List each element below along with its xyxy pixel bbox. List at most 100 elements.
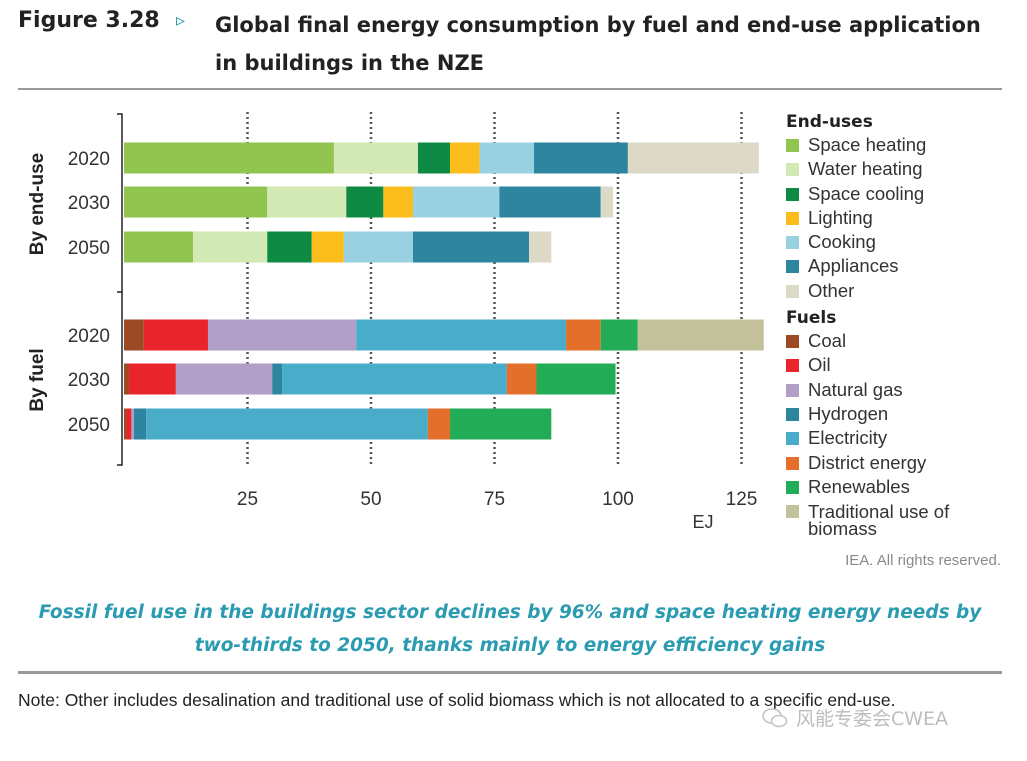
bar-by-fuel-2050-district-energy: [427, 408, 451, 440]
legend-label: Oil: [808, 354, 831, 376]
bar-by-fuel-2020-district-energy: [566, 319, 601, 351]
legend-item-oil: Oil: [786, 353, 1016, 377]
bar-by-end-use-2030-appliances: [499, 186, 601, 218]
tick-label-75: 75: [484, 489, 505, 510]
legend-item-space-heating: Space heating: [786, 133, 1016, 157]
bar-by-fuel-2020-coal: [124, 319, 144, 351]
bar-by-end-use-2020-other: [627, 142, 759, 174]
figure-note: Note: Other includes desalination and tr…: [18, 690, 896, 710]
legend-item-coal: Coal: [786, 329, 1016, 353]
category-label-2050: 2050: [68, 415, 110, 436]
bottom-divider: [18, 671, 1002, 674]
legend-label: Lighting: [808, 206, 873, 228]
tick-label-125: 125: [726, 489, 758, 510]
wechat-icon: [762, 708, 788, 728]
legend-swatch: [786, 163, 799, 177]
bar-by-fuel-2030-electricity: [282, 363, 507, 395]
figure-caption: Fossil fuel use in the buildings sector …: [38, 602, 982, 656]
category-label-2030: 2030: [68, 193, 110, 214]
bar-by-fuel-2020-electricity: [356, 319, 567, 351]
legend-label: Hydrogen: [808, 402, 889, 424]
bar-by-fuel-2020-traditional-use-of-biomass: [637, 319, 764, 351]
bar-by-fuel-2050-hydrogen: [133, 408, 147, 440]
bar-by-fuel-2030-coal: [124, 363, 129, 395]
legend-label: Traditional use of biomass: [808, 501, 950, 540]
bar-by-end-use-2020-appliances: [534, 142, 628, 174]
legend-item-appliances: Appliances: [786, 254, 1016, 278]
legend-title-fuels: Fuels: [786, 308, 837, 329]
legend-swatch: [786, 383, 799, 397]
category-label-2020: 2020: [68, 326, 110, 347]
figure-arrow-icon: ▹: [176, 10, 186, 31]
bar-by-end-use-2050-appliances: [412, 231, 530, 263]
legend-label: Cooking: [808, 231, 876, 253]
legend-swatch: [786, 335, 799, 349]
legend-item-water-heating: Water heating: [786, 157, 1016, 181]
bar-by-fuel-2030-renewables: [536, 363, 616, 395]
legend-swatch: [786, 211, 799, 225]
bar-by-end-use-2030-space-heating: [124, 186, 268, 218]
legend-swatch: [786, 456, 799, 470]
chart-legend: End-uses Space heating Water heating Space…: [786, 111, 1016, 541]
bar-by-fuel-2050-coal: [124, 408, 127, 440]
legend-item-district-energy: District energy: [786, 451, 1016, 475]
legend-item-cooking: Cooking: [786, 230, 1016, 254]
category-label-2030: 2030: [68, 370, 110, 391]
figure-title: Global final energy consumption by fuel …: [215, 13, 981, 75]
bar-by-end-use-2030-water-heating: [267, 186, 347, 218]
legend-swatch: [786, 407, 799, 421]
legend-swatch: [786, 284, 799, 298]
legend-label: Electricity: [808, 427, 888, 449]
bar-by-fuel-2050-oil: [126, 408, 132, 440]
bracket-by-end-use: [117, 113, 123, 293]
bar-by-end-use-2020-lighting: [450, 142, 480, 174]
bar-by-end-use-2050-space-heating: [124, 231, 194, 263]
watermark: 风能专委会CWEA: [762, 704, 948, 731]
bar-by-end-use-2030-lighting: [383, 186, 413, 218]
figure-header: Figure 3.28 ▹ Global final energy consum…: [18, 4, 1008, 84]
legend-item-traditional-use-of-biomass: Traditional use of biomass: [786, 499, 1016, 541]
legend-label: District energy: [808, 451, 927, 473]
group-label-by-fuel: By fuel: [27, 348, 48, 411]
legend-items-end-uses: Space heating Water heating Space cooling L…: [786, 133, 1016, 303]
watermark-text: 风能专委会CWEA: [796, 708, 949, 730]
legend-swatch: [786, 359, 799, 373]
bar-by-end-use-2020-space-heating: [124, 142, 334, 174]
legend-item-electricity: Electricity: [786, 426, 1016, 450]
category-label-2050: 2050: [68, 238, 110, 259]
bar-by-end-use-2020-space-cooling: [417, 142, 451, 174]
legend-title-end-uses: End-uses: [786, 112, 873, 132]
bar-by-end-use-2020-water-heating: [333, 142, 418, 174]
legend-item-natural-gas: Natural gas: [786, 378, 1016, 402]
legend-swatch: [786, 260, 799, 274]
bar-by-end-use-2050-water-heating: [193, 231, 268, 263]
legend-label: Other: [808, 279, 855, 301]
legend-item-space-cooling: Space cooling: [786, 182, 1016, 206]
legend-label: Space cooling: [808, 182, 925, 204]
top-divider: [18, 88, 1002, 90]
bar-by-fuel-2030-hydrogen: [272, 363, 283, 395]
bar-by-end-use-2050-space-cooling: [267, 231, 312, 263]
bar-by-fuel-2050-natural-gas: [131, 408, 134, 440]
legend-label: Appliances: [808, 255, 899, 277]
bar-by-end-use-2030-space-cooling: [346, 186, 384, 218]
bar-by-end-use-2050-cooking: [343, 231, 413, 263]
legend-label: Space heating: [808, 134, 927, 155]
copyright-notice: IEA. All rights reserved.: [845, 552, 1001, 569]
legend-item-lighting: Lighting: [786, 206, 1016, 230]
legend-swatch: [786, 187, 799, 201]
bar-by-end-use-2050-lighting: [311, 231, 344, 263]
legend-swatch: [786, 505, 799, 519]
legend-item-hydrogen: Hydrogen: [786, 402, 1016, 426]
category-label-2020: 2020: [68, 149, 110, 170]
legend-group-end-uses: End-uses Space heating Water heating Space…: [786, 111, 1016, 303]
bar-by-fuel-2030-natural-gas: [175, 363, 273, 395]
tick-label-25: 25: [237, 489, 258, 510]
legend-label: Coal: [808, 330, 847, 352]
legend-items-fuels: Coal Oil Natural gas Hydrogen Electricity Dis…: [786, 329, 1016, 541]
legend-label: Natural gas: [808, 378, 903, 400]
bar-by-fuel-2050-renewables: [450, 408, 552, 440]
legend-swatch: [786, 480, 799, 494]
stacked-bar-chart: 2020 2030 2050 2020 2030 2050 By end-use By fue…: [27, 112, 764, 532]
bar-by-fuel-2020-renewables: [600, 319, 638, 351]
